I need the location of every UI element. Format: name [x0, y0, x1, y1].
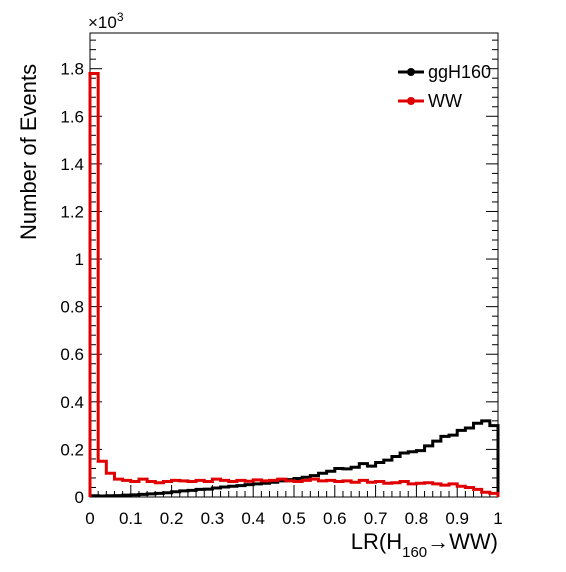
x-axis-title: LR(H160→WW) [351, 529, 498, 561]
y-tick-label: 1.4 [60, 155, 84, 174]
x-tick-label: 0.8 [405, 509, 429, 528]
y-tick-label: 0.2 [60, 440, 84, 459]
series-line-ggh160 [88, 419, 500, 498]
legend-label-ww: WW [428, 91, 462, 111]
x-tick-label: 0.4 [241, 509, 265, 528]
x-tick-label: 0.1 [119, 509, 143, 528]
legend-entry-ww: WW [398, 91, 462, 111]
y-tick-label: 0.4 [60, 393, 84, 412]
axis-ticks [89, 39, 499, 498]
y-tick-label: 0.6 [60, 345, 84, 364]
legend-marker-ww [407, 97, 415, 105]
x-tick-label: 0.2 [160, 509, 184, 528]
series-line-ww [88, 71, 500, 497]
legend-label-ggh160: ggH160 [428, 62, 491, 82]
y-axis-title: Number of Events [16, 64, 41, 240]
series-lines [88, 71, 500, 498]
tick-labels: 0 0.1 0.2 0.3 0.4 0.5 0.6 0.7 0.8 0.9 1 0 0.2 0.4 0.6 0… [60, 60, 502, 528]
y-tick-label: 0 [75, 488, 84, 507]
y-tick-label: 1.8 [60, 60, 84, 79]
x-tick-label: 0.6 [323, 509, 347, 528]
x-tick-label: 0 [85, 509, 94, 528]
x-tick-label: 0.7 [364, 509, 388, 528]
legend-entry-ggh160: ggH160 [398, 62, 491, 82]
x-tick-label: 0.9 [445, 509, 469, 528]
y-tick-label: 1 [75, 250, 84, 269]
legend-marker-ggh160 [407, 68, 415, 76]
y-multiplier: ×103 [88, 10, 124, 32]
legend: ggH160 WW [398, 62, 491, 111]
y-tick-label: 1.6 [60, 107, 84, 126]
x-tick-label: 1 [493, 509, 502, 528]
y-tick-label: 1.2 [60, 202, 84, 221]
y-tick-label: 0.8 [60, 298, 84, 317]
x-tick-label: 0.5 [282, 509, 306, 528]
x-tick-label: 0.3 [201, 509, 225, 528]
